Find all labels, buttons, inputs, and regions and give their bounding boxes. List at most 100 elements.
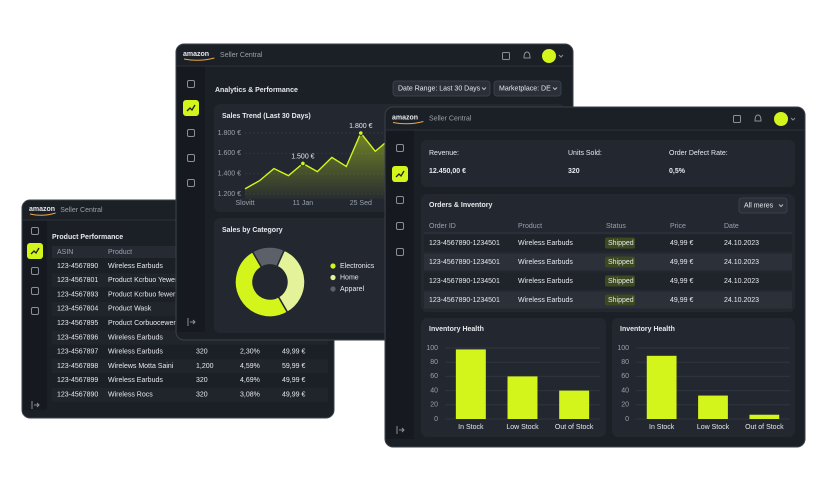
nav-item-active[interactable]: [27, 243, 43, 259]
legend-label: Apparel: [340, 286, 365, 293]
status-text: Shipped: [608, 278, 634, 285]
nav-icon[interactable]: [396, 144, 404, 152]
column-header: Product: [108, 249, 132, 256]
chevron: [481, 87, 487, 91]
kpi-card: [421, 140, 795, 187]
status-pill: [605, 237, 635, 249]
y-tick-label: 40: [430, 387, 438, 394]
table-cell: 49,99 €: [282, 377, 305, 384]
avatar[interactable]: [774, 112, 788, 126]
brand-smile: [183, 57, 215, 61]
y-tick-label: 0: [434, 416, 438, 423]
legend-label: Home: [340, 274, 359, 281]
x-tick-label: Low Stock: [506, 424, 539, 431]
table-cell: Product Corbuocewer Fac: [108, 320, 190, 327]
column-header: Date: [724, 223, 739, 230]
chevron: [552, 87, 558, 91]
table-cell: 123-4567890-1234501: [429, 278, 500, 285]
bar: [559, 390, 590, 419]
table-cell: Wireless Earbuds: [108, 263, 163, 270]
kpi-value: 12.450,00 €: [429, 168, 466, 175]
status-text: Shipped: [608, 297, 634, 304]
nav-item-active[interactable]: [392, 166, 408, 182]
nav-icon[interactable]: [187, 154, 195, 162]
dropdown-label: Date Range: Last 30 Days: [398, 86, 481, 93]
brand-logo: amazon: [392, 114, 418, 121]
table-cell: Product Kcrbuo fewer Bas: [108, 291, 190, 298]
bar: [455, 349, 486, 419]
brand-logo: amazon: [29, 206, 55, 213]
chart-title: Inventory Health: [620, 326, 675, 333]
table-cell: Wireless Earbuds: [518, 259, 573, 266]
bar: [698, 395, 728, 419]
table-cell: 24.10.2023: [724, 297, 759, 304]
bell-icon[interactable]: [523, 51, 531, 59]
y-tick-label: 0: [625, 416, 629, 423]
x-tick-label: In Stock: [649, 424, 675, 431]
y-tick-label: 80: [430, 359, 438, 366]
logout-icon[interactable]: [187, 318, 196, 326]
chart-title: Sales by Category: [222, 227, 283, 234]
table-cell: 123-4567893: [57, 291, 98, 298]
y-tick-label: 100: [617, 345, 629, 352]
table-cell: 49,99 €: [670, 297, 693, 304]
nav-item-active[interactable]: [183, 100, 199, 116]
logout-icon[interactable]: [396, 426, 405, 434]
avatar[interactable]: [542, 49, 556, 63]
nav-icon[interactable]: [31, 267, 39, 275]
front-window: amazon Seller Central Revenue: 12.450,00 € U…: [384, 106, 806, 448]
table-cell: 123-4567890-1234501: [429, 240, 500, 247]
column-header: ASIN: [57, 249, 73, 256]
kpi-label: Revenue:: [429, 150, 459, 157]
dropdown[interactable]: [738, 197, 788, 214]
y-tick-label: 60: [430, 373, 438, 380]
table-cell: Wireless Earbuds: [518, 297, 573, 304]
y-tick-label: 1.400 €: [218, 170, 241, 177]
data-point: [357, 130, 364, 136]
calendar-icon[interactable]: [502, 52, 510, 60]
brand-smile: [29, 212, 56, 216]
data-label: 1.800 €: [349, 123, 372, 130]
nav-icon[interactable]: [396, 222, 404, 230]
nav-icon[interactable]: [396, 196, 404, 204]
nav-icon[interactable]: [31, 227, 39, 235]
table-cell: 123-4567898: [57, 363, 98, 370]
logout-icon[interactable]: [31, 401, 40, 409]
chevron: [558, 54, 564, 58]
legend-label: Electronics: [340, 263, 375, 270]
nav-icon[interactable]: [31, 287, 39, 295]
nav-icon[interactable]: [396, 248, 404, 256]
column-header: Product: [518, 223, 542, 230]
x-tick-label: In Stock: [458, 424, 484, 431]
table-cell: 123-4567897: [57, 349, 98, 356]
table-cell: 320: [196, 349, 208, 356]
dropdown-label: All meres: [744, 203, 774, 210]
x-tick-label: Out of Stock: [555, 424, 594, 431]
nav-icon[interactable]: [187, 179, 195, 187]
table-cell: Product Kcrbuo Yewer Tiro: [108, 277, 191, 284]
calendar-icon[interactable]: [733, 115, 741, 123]
kpi-value: 320: [568, 168, 580, 175]
y-tick-label: 1.600 €: [218, 150, 241, 157]
y-tick-label: 100: [426, 345, 438, 352]
y-tick-label: 20: [621, 402, 629, 409]
kpi-label: Units Sold:: [568, 150, 602, 157]
nav-icon[interactable]: [31, 307, 39, 315]
table-cell: 123-4567890: [57, 392, 98, 399]
table-cell: Wireless Earbuds: [108, 377, 163, 384]
chevron: [790, 117, 796, 121]
dropdown[interactable]: [392, 80, 491, 97]
app-name: Seller Central: [220, 52, 263, 59]
dropdown[interactable]: [493, 80, 562, 97]
bell-icon[interactable]: [754, 114, 762, 122]
data-label: 1.500 €: [291, 153, 314, 160]
nav-icon[interactable]: [187, 80, 195, 88]
x-tick-label: 25 Sed: [350, 200, 372, 207]
bar: [749, 414, 780, 419]
card-title: Orders & Inventory: [429, 202, 493, 209]
nav-icon[interactable]: [187, 129, 195, 137]
brand-smile: [392, 121, 424, 125]
y-tick-label: 60: [621, 373, 629, 380]
pie-slice: [251, 246, 286, 269]
